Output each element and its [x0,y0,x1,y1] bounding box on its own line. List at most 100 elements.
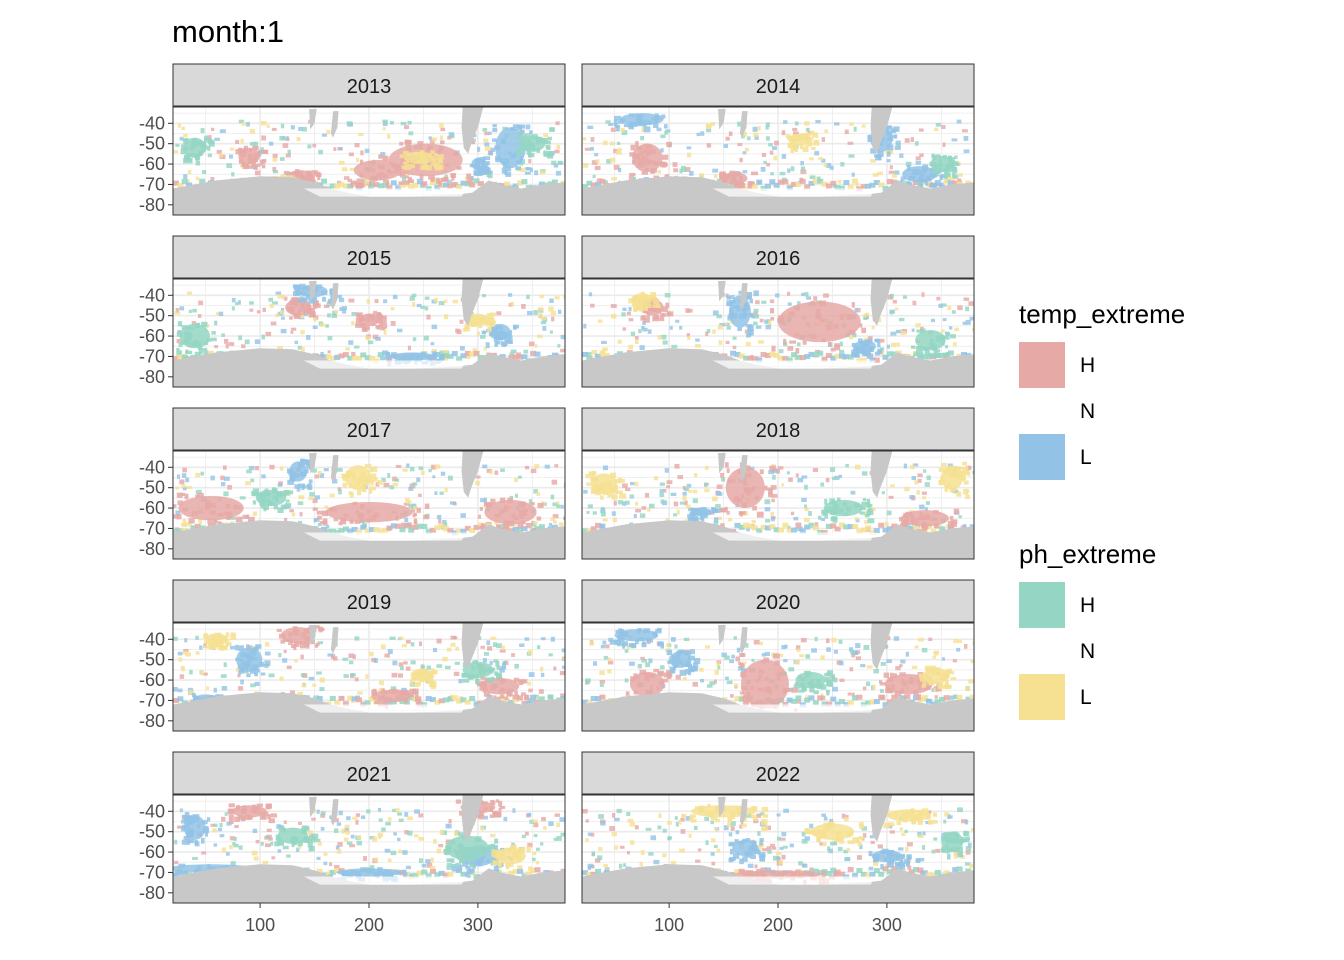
grid-cell [687,669,692,676]
grid-cell [757,126,761,131]
grid-cell [338,182,345,188]
grid-cell [655,308,662,313]
grid-cell [228,814,234,819]
grid-cell [825,352,832,358]
grid-cell [768,491,773,498]
grid-cell [185,158,192,162]
grid-cell [704,488,710,493]
grid-cell [747,181,754,187]
grid-cell [277,492,281,497]
grid-cell [518,679,524,686]
grid-cell [817,515,822,520]
grid-cell [630,676,636,682]
grid-cell [771,493,778,498]
grid-cell [873,179,880,185]
grid-cell [859,511,865,515]
grid-cell [738,524,745,530]
grid-cell [801,292,805,297]
grid-cell [323,468,329,472]
grid-cell [685,663,693,668]
grid-cell [369,486,376,491]
grid-cell [182,651,187,655]
grid-cell [905,651,909,657]
y-tick-label: -40 [139,285,165,305]
grid-cell [264,660,271,667]
grid-cell [902,521,909,527]
grid-cell [502,126,509,131]
grid-cell [557,344,561,348]
extreme-cluster [629,671,665,697]
grid-cell [242,663,249,670]
grid-cell [430,162,437,167]
grid-cell [188,689,194,695]
grid-cell [371,168,376,173]
grid-cell [215,632,222,636]
grid-cell [705,465,709,471]
grid-cell [635,141,639,147]
grid-cell [863,520,869,524]
grid-cell [278,824,284,829]
grid-cell [289,509,294,513]
grid-cell [646,638,653,643]
grid-cell [343,674,349,678]
grid-cell [830,674,835,678]
grid-cell [411,678,416,682]
grid-cell [429,697,436,703]
grid-cell [524,694,529,700]
grid-cell [260,815,267,820]
grid-cell [639,307,643,312]
grid-cell [439,829,445,835]
grid-cell [943,669,950,675]
grid-cell [429,527,436,533]
grid-cell [900,176,906,181]
grid-cell [460,871,467,877]
grid-cell [460,180,467,186]
grid-cell [528,158,532,164]
grid-cell [423,514,429,520]
grid-cell [209,510,216,515]
grid-cell [208,141,215,147]
grid-cell [765,125,769,130]
grid-cell [377,352,384,358]
grid-cell [238,147,243,154]
new-zealand-land [309,453,317,474]
grid-cell [849,336,854,340]
grid-cell [659,489,664,494]
grid-cell [906,164,911,171]
grid-cell [863,644,870,650]
grid-cell [355,312,363,317]
grid-cell [855,643,861,649]
grid-cell [595,492,601,496]
grid-cell [900,520,908,524]
antarctica-land [173,176,565,215]
grid-cell [490,684,496,690]
grid-cell [640,292,644,299]
grid-cell [692,498,698,504]
grid-cell [606,484,612,491]
grid-cell [748,313,754,317]
grid-cell [851,333,857,338]
grid-cell [963,297,970,301]
grid-cell [638,114,644,118]
grid-cell [635,296,642,303]
grid-cell [554,813,561,817]
grid-cell [382,694,387,699]
grid-cell [752,505,757,511]
grid-cell [501,167,507,174]
grid-cell [744,465,751,472]
grid-cell [611,177,618,181]
grid-cell [395,523,402,529]
grid-cell [431,348,438,353]
grid-cell [719,171,726,175]
grid-cell [292,301,298,306]
grid-cell [712,329,716,334]
grid-cell [595,181,602,187]
grid-cell [651,116,656,121]
grid-cell [599,489,603,494]
grid-cell [515,166,522,171]
grid-cell [510,127,516,131]
grid-cell [607,491,614,498]
grid-cell [658,681,665,685]
grid-cell [563,516,565,520]
grid-cell [782,356,789,362]
